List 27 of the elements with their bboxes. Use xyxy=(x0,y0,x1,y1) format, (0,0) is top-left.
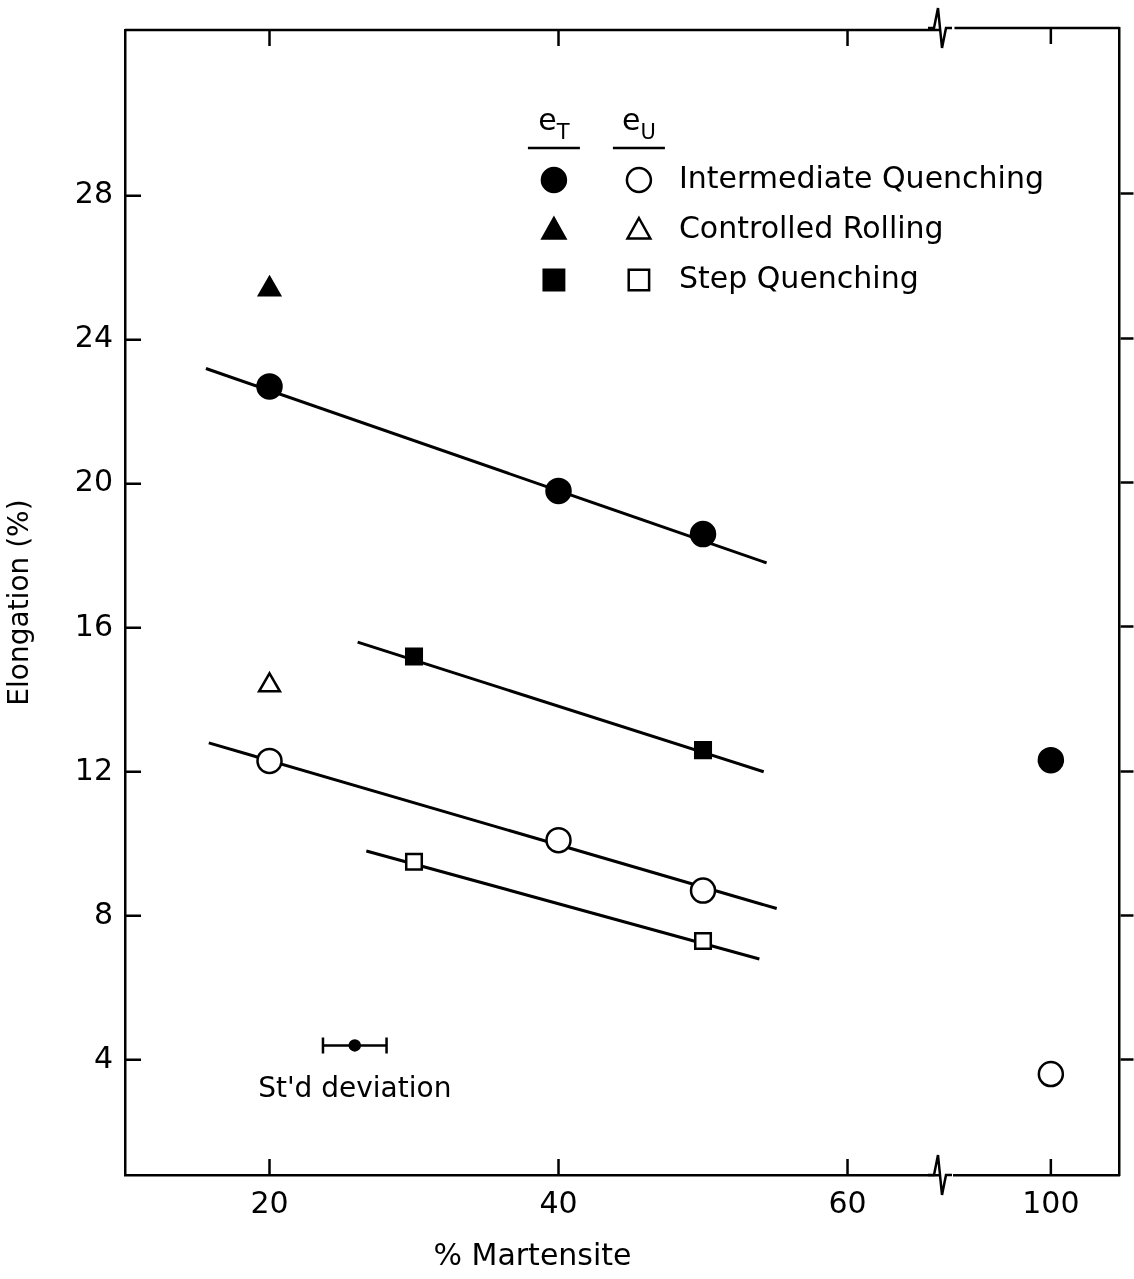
x-tick-label: 100 xyxy=(1022,1184,1080,1220)
x-tick-label: 20 xyxy=(250,1184,289,1220)
y-tick-label: 12 xyxy=(74,751,113,787)
x-tick-label: 40 xyxy=(539,1184,578,1220)
point xyxy=(404,647,424,666)
point xyxy=(404,852,424,871)
point xyxy=(545,477,572,505)
point xyxy=(693,931,713,950)
point xyxy=(256,747,283,775)
legend-label: Controlled Rolling xyxy=(678,209,944,245)
legend-label: Intermediate Quenching xyxy=(678,159,1045,195)
y-tick-label: 4 xyxy=(93,1039,113,1075)
y-tick-label: 24 xyxy=(74,319,113,355)
x-tick-label: 60 xyxy=(828,1184,867,1220)
y-tick-label: 28 xyxy=(74,175,113,211)
y-tick-label: 8 xyxy=(93,895,113,931)
y-tick-label: 16 xyxy=(74,607,113,643)
point xyxy=(689,877,717,904)
point xyxy=(689,520,717,548)
legend-label: Step Quenching xyxy=(678,259,919,295)
point xyxy=(693,741,713,760)
point xyxy=(256,373,283,400)
y-tick-label: 20 xyxy=(74,463,113,499)
series-label: St'd deviation xyxy=(258,1071,452,1105)
point xyxy=(545,826,572,854)
x-axis-title: % Martensite xyxy=(433,1236,632,1272)
y-axis-title: Elongation (%) xyxy=(2,499,36,706)
